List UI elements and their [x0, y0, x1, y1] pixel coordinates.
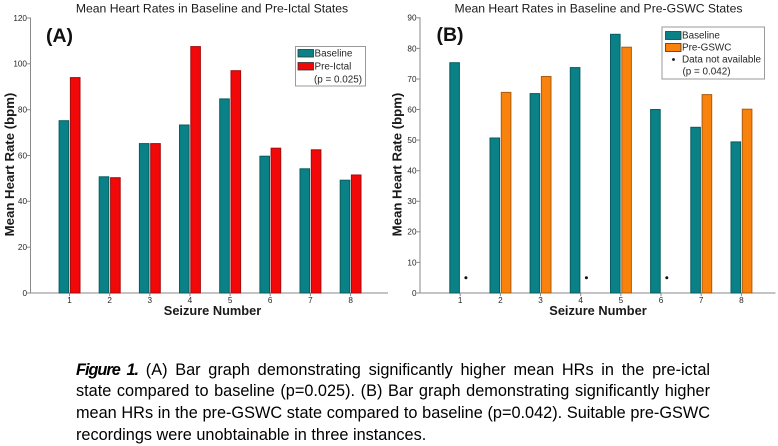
svg-text:Baseline: Baseline [682, 31, 720, 42]
svg-text:0: 0 [22, 289, 27, 298]
svg-text:70: 70 [407, 75, 417, 84]
svg-text:Pre-Ictal: Pre-Ictal [315, 62, 352, 73]
svg-text:4: 4 [188, 296, 193, 305]
svg-text:40: 40 [407, 167, 417, 176]
svg-text:Seizure Number: Seizure Number [549, 303, 646, 318]
svg-text:Data not available: Data not available [682, 55, 762, 66]
svg-text:6: 6 [659, 296, 664, 305]
svg-text:7: 7 [308, 296, 313, 305]
svg-text:5: 5 [228, 296, 233, 305]
svg-text:80: 80 [407, 44, 417, 53]
svg-text:60: 60 [18, 151, 28, 160]
svg-text:5: 5 [619, 296, 624, 305]
svg-text:50: 50 [407, 136, 417, 145]
svg-text:Mean Heart Rate (bpm): Mean Heart Rate (bpm) [390, 93, 405, 237]
svg-text:(p = 0.025): (p = 0.025) [314, 74, 362, 85]
svg-text:2: 2 [107, 296, 112, 305]
svg-text:Mean Heart Rates in Baseline a: Mean Heart Rates in Baseline and Pre-Ict… [76, 2, 348, 16]
svg-text:3: 3 [538, 296, 543, 305]
svg-text:Mean Heart Rates in Baseline a: Mean Heart Rates in Baseline and Pre-GSW… [455, 2, 743, 16]
svg-text:8: 8 [348, 296, 353, 305]
svg-text:20: 20 [18, 243, 28, 252]
svg-text:4: 4 [578, 296, 583, 305]
svg-text:Seizure Number: Seizure Number [164, 303, 261, 318]
svg-text:(B): (B) [436, 24, 463, 46]
svg-text:Baseline: Baseline [315, 49, 353, 60]
svg-text:100: 100 [13, 60, 27, 69]
svg-text:0: 0 [412, 289, 417, 298]
svg-text:20: 20 [407, 228, 417, 237]
svg-text:10: 10 [407, 258, 417, 267]
svg-text:3: 3 [148, 296, 153, 305]
svg-text:120: 120 [13, 14, 27, 23]
svg-text:8: 8 [739, 296, 744, 305]
svg-text:Mean Heart Rate (bpm): Mean Heart Rate (bpm) [2, 93, 17, 237]
svg-text:Pre-GSWC: Pre-GSWC [682, 43, 731, 54]
svg-text:(A): (A) [46, 25, 73, 47]
svg-text:30: 30 [407, 197, 417, 206]
svg-text:(p = 0.042): (p = 0.042) [682, 67, 730, 78]
svg-text:80: 80 [18, 106, 28, 115]
svg-text:60: 60 [407, 105, 417, 114]
svg-text:90: 90 [407, 14, 417, 23]
svg-text:2: 2 [498, 296, 503, 305]
svg-text:7: 7 [699, 296, 704, 305]
svg-text:1: 1 [67, 296, 72, 305]
svg-text:6: 6 [268, 296, 273, 305]
svg-text:1: 1 [458, 296, 463, 305]
svg-text:40: 40 [18, 197, 28, 206]
